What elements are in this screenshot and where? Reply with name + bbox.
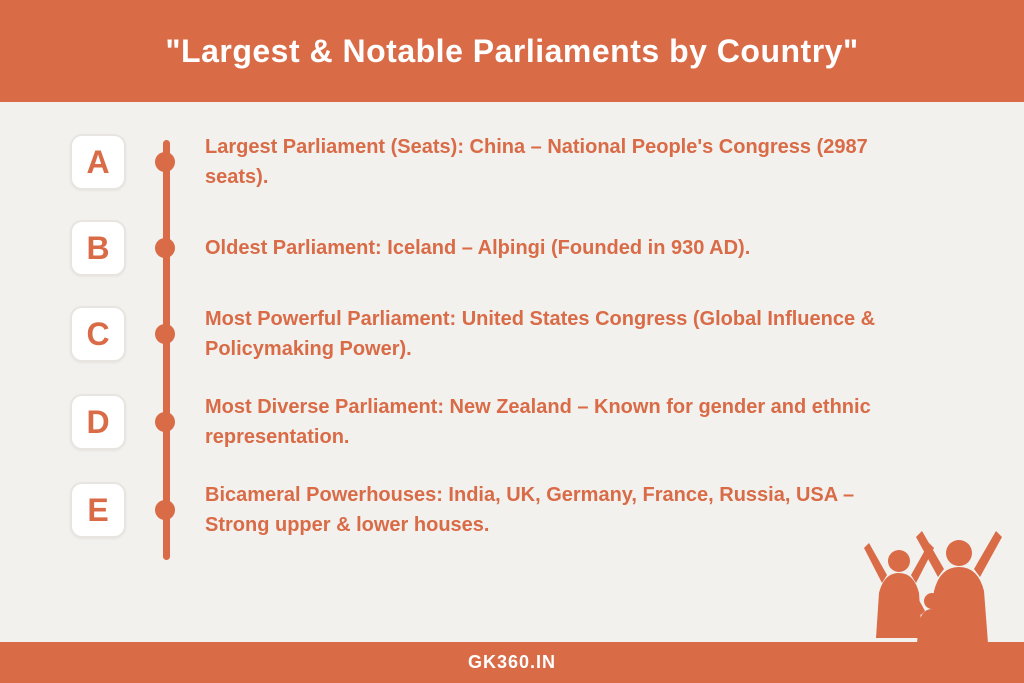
page-title: "Largest & Notable Parliaments by Countr… xyxy=(165,33,858,69)
item-text-d: Most Diverse Parliament: New Zealand – K… xyxy=(205,392,905,452)
letter-text: E xyxy=(87,492,108,529)
letter-badge-c: C xyxy=(70,306,126,362)
list-item: A Largest Parliament (Seats): China – Na… xyxy=(70,132,954,192)
timeline-dot xyxy=(155,152,175,172)
letter-text: C xyxy=(86,316,109,353)
letter-text: B xyxy=(86,230,109,267)
list-item: E Bicameral Powerhouses: India, UK, Germ… xyxy=(70,480,954,540)
timeline-dot xyxy=(155,412,175,432)
letter-text: D xyxy=(86,404,109,441)
item-text-e: Bicameral Powerhouses: India, UK, German… xyxy=(205,480,905,540)
timeline-dot xyxy=(155,500,175,520)
people-icon xyxy=(854,513,1004,643)
item-text-c: Most Powerful Parliament: United States … xyxy=(205,304,905,364)
timeline-dot xyxy=(155,324,175,344)
letter-badge-d: D xyxy=(70,394,126,450)
timeline-dot xyxy=(155,238,175,258)
footer-bar: GK360.IN xyxy=(0,642,1024,683)
list-item: D Most Diverse Parliament: New Zealand –… xyxy=(70,392,954,452)
footer-text: GK360.IN xyxy=(468,652,556,672)
letter-text: A xyxy=(86,144,109,181)
content-area: A Largest Parliament (Seats): China – Na… xyxy=(0,102,1024,578)
list-item: C Most Powerful Parliament: United State… xyxy=(70,304,954,364)
letter-badge-e: E xyxy=(70,482,126,538)
header-bar: "Largest & Notable Parliaments by Countr… xyxy=(0,0,1024,102)
item-text-b: Oldest Parliament: Iceland – Alþingi (Fo… xyxy=(205,233,750,263)
letter-badge-b: B xyxy=(70,220,126,276)
list-item: B Oldest Parliament: Iceland – Alþingi (… xyxy=(70,220,954,276)
letter-badge-a: A xyxy=(70,134,126,190)
item-text-a: Largest Parliament (Seats): China – Nati… xyxy=(205,132,905,192)
